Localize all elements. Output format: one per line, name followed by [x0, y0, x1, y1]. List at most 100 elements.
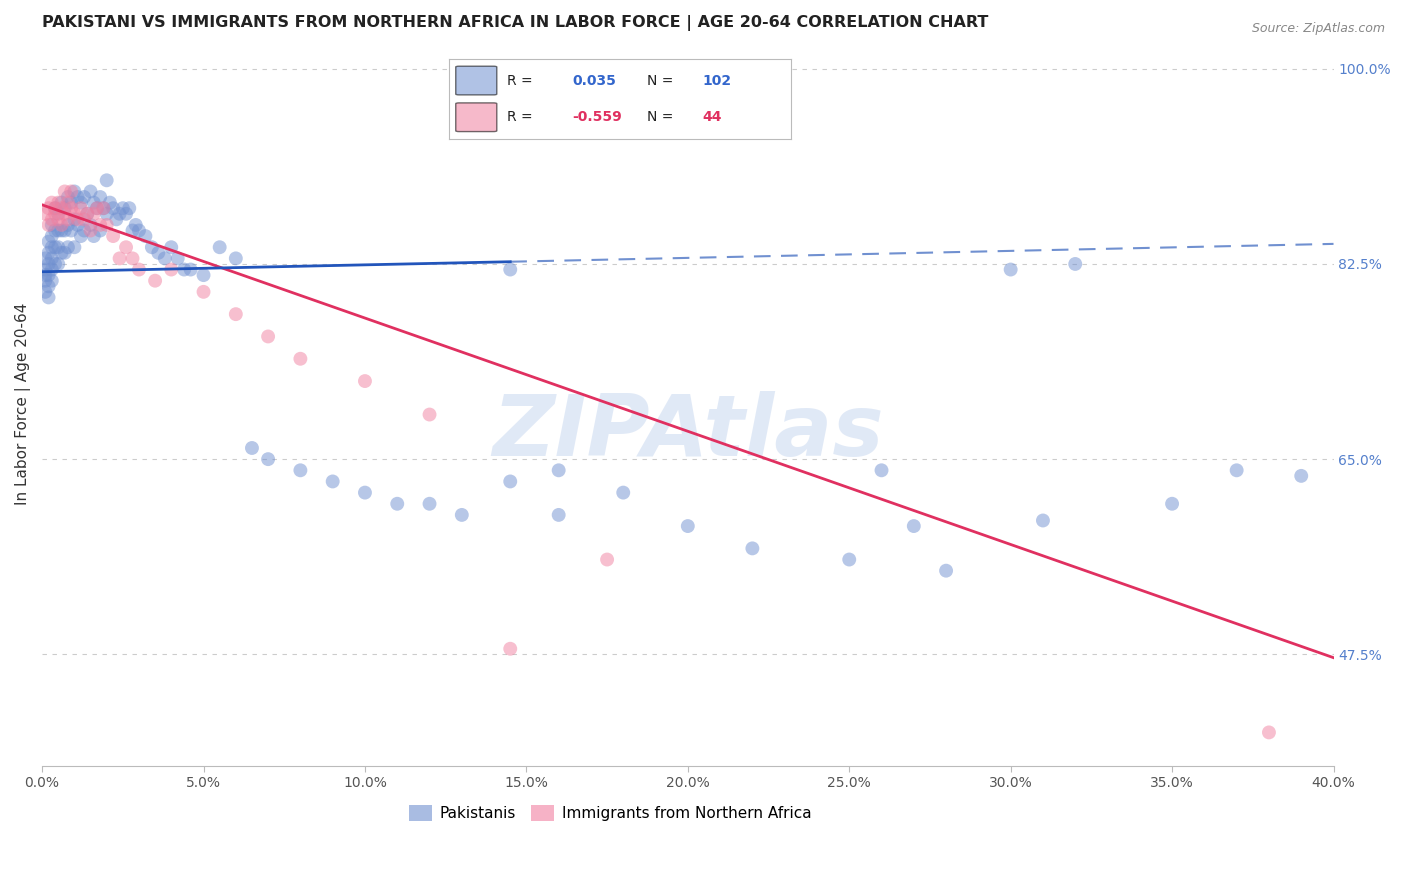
Point: [83, 207, 105, 221]
Point: [38, 268, 60, 282]
Point: [160, 262, 183, 277]
Point: [66, 190, 89, 204]
Point: [53, 207, 76, 221]
Point: [903, 519, 925, 533]
Point: [70, 201, 93, 215]
Point: [418, 497, 440, 511]
Point: [41, 252, 63, 266]
Point: [41, 212, 63, 227]
Point: [83, 195, 105, 210]
Point: [148, 245, 170, 260]
Point: [108, 252, 131, 266]
Point: [34, 252, 56, 266]
Point: [34, 285, 56, 299]
Point: [96, 173, 118, 187]
Text: Source: ZipAtlas.com: Source: ZipAtlas.com: [1251, 22, 1385, 36]
Point: [118, 201, 141, 215]
Point: [89, 223, 111, 237]
Point: [53, 223, 76, 237]
Point: [56, 218, 79, 232]
Point: [240, 441, 263, 455]
Point: [128, 223, 150, 237]
Point: [1064, 257, 1087, 271]
Point: [596, 552, 619, 566]
Point: [46, 195, 69, 210]
Y-axis label: In Labor Force | Age 20-64: In Labor Force | Age 20-64: [15, 302, 31, 505]
Point: [354, 485, 377, 500]
Point: [51, 201, 73, 215]
Point: [387, 497, 409, 511]
Point: [51, 195, 73, 210]
Point: [128, 262, 150, 277]
Point: [73, 190, 96, 204]
Point: [499, 262, 522, 277]
Point: [89, 190, 111, 204]
Point: [354, 374, 377, 388]
Point: [121, 223, 143, 237]
Point: [46, 212, 69, 227]
Point: [547, 508, 569, 522]
Point: [1226, 463, 1249, 477]
Point: [173, 262, 195, 277]
Point: [499, 475, 522, 489]
Point: [134, 229, 156, 244]
Point: [111, 201, 134, 215]
Point: [93, 201, 115, 215]
Point: [73, 223, 96, 237]
Point: [101, 201, 124, 215]
Point: [121, 252, 143, 266]
Point: [1032, 514, 1054, 528]
Point: [53, 201, 76, 215]
Text: PAKISTANI VS IMMIGRANTS FROM NORTHERN AFRICA IN LABOR FORCE | AGE 20-64 CORRELAT: PAKISTANI VS IMMIGRANTS FROM NORTHERN AF…: [42, 15, 988, 31]
Point: [96, 218, 118, 232]
Point: [41, 262, 63, 277]
Point: [450, 508, 472, 522]
Point: [225, 307, 247, 321]
Point: [208, 240, 231, 254]
Point: [38, 201, 60, 215]
Point: [86, 201, 108, 215]
Point: [38, 245, 60, 260]
Point: [86, 201, 108, 215]
Point: [56, 240, 79, 254]
Point: [935, 564, 957, 578]
Point: [53, 185, 76, 199]
Point: [115, 240, 138, 254]
Point: [53, 245, 76, 260]
Point: [44, 201, 66, 215]
Point: [101, 229, 124, 244]
Point: [44, 223, 66, 237]
Point: [1258, 725, 1281, 739]
Point: [56, 190, 79, 204]
Point: [41, 240, 63, 254]
Point: [838, 552, 860, 566]
Point: [499, 641, 522, 656]
Point: [70, 195, 93, 210]
Point: [125, 218, 148, 232]
Point: [105, 212, 128, 227]
Point: [38, 257, 60, 271]
Point: [46, 207, 69, 221]
Point: [46, 240, 69, 254]
Point: [38, 290, 60, 304]
Point: [1000, 262, 1022, 277]
Point: [34, 207, 56, 221]
Point: [51, 245, 73, 260]
Point: [70, 229, 93, 244]
Point: [63, 240, 86, 254]
Point: [60, 195, 83, 210]
Point: [1161, 497, 1184, 511]
Point: [160, 240, 183, 254]
Point: [41, 195, 63, 210]
Point: [60, 185, 83, 199]
Point: [46, 223, 69, 237]
Point: [108, 207, 131, 221]
Point: [180, 262, 202, 277]
Point: [38, 235, 60, 249]
Point: [96, 207, 118, 221]
Point: [290, 463, 312, 477]
Point: [34, 268, 56, 282]
Point: [79, 218, 101, 232]
Point: [1289, 468, 1312, 483]
Point: [38, 279, 60, 293]
